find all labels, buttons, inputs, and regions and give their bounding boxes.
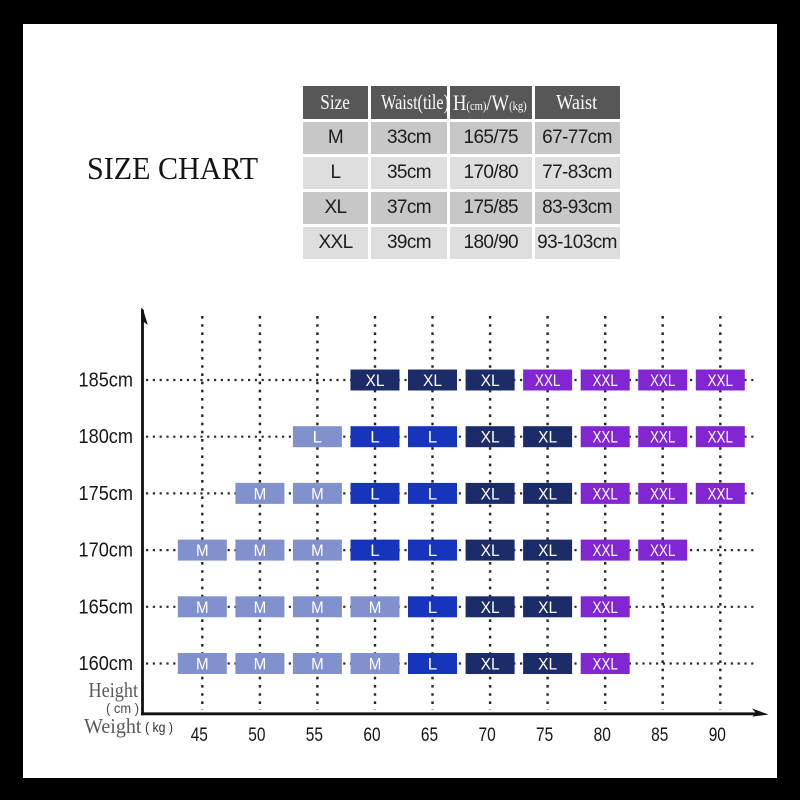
svg-text:( kg ): ( kg )	[145, 720, 173, 735]
svg-text:L: L	[370, 484, 379, 503]
svg-text:XL: XL	[423, 371, 442, 390]
svg-text:170cm: 170cm	[79, 539, 134, 562]
svg-text:L: L	[428, 484, 437, 503]
svg-text:M: M	[196, 598, 209, 617]
svg-text:L: L	[370, 428, 379, 447]
svg-text:L: L	[370, 541, 379, 560]
svg-text:XL: XL	[538, 428, 557, 447]
svg-text:M: M	[254, 655, 267, 674]
svg-text:M: M	[254, 484, 267, 503]
svg-text:175cm: 175cm	[79, 482, 134, 505]
svg-text:60: 60	[363, 725, 380, 746]
svg-text:XL: XL	[481, 541, 500, 560]
svg-text:XL: XL	[481, 655, 500, 674]
svg-text:XXL: XXL	[592, 484, 618, 503]
svg-text:L: L	[428, 428, 437, 447]
svg-text:Weight: Weight	[84, 714, 142, 738]
svg-text:XXL: XXL	[650, 541, 676, 560]
svg-text:XXL: XXL	[592, 428, 618, 447]
svg-text:L: L	[428, 541, 437, 560]
svg-text:L: L	[313, 428, 322, 447]
svg-text:180cm: 180cm	[79, 425, 134, 448]
svg-text:M: M	[369, 598, 382, 617]
svg-text:Height: Height	[89, 678, 139, 702]
svg-text:90: 90	[709, 725, 726, 746]
svg-text:75: 75	[536, 725, 553, 746]
svg-text:XXL: XXL	[592, 371, 618, 390]
svg-text:M: M	[196, 541, 209, 560]
svg-text:XXL: XXL	[592, 541, 618, 560]
svg-text:XL: XL	[366, 371, 385, 390]
svg-text:M: M	[311, 541, 324, 560]
svg-text:( cm ): ( cm )	[106, 701, 139, 716]
svg-text:160cm: 160cm	[79, 652, 134, 675]
svg-text:XL: XL	[481, 428, 500, 447]
svg-text:M: M	[311, 484, 324, 503]
svg-text:XL: XL	[538, 598, 557, 617]
svg-text:55: 55	[306, 725, 323, 746]
svg-text:XXL: XXL	[592, 655, 618, 674]
svg-text:XXL: XXL	[592, 598, 618, 617]
svg-text:XL: XL	[481, 371, 500, 390]
svg-text:185cm: 185cm	[79, 369, 134, 392]
svg-text:M: M	[196, 655, 209, 674]
svg-text:XXL: XXL	[708, 371, 734, 390]
svg-text:XXL: XXL	[650, 371, 676, 390]
svg-text:50: 50	[248, 725, 265, 746]
svg-text:XL: XL	[481, 598, 500, 617]
svg-text:XXL: XXL	[650, 484, 676, 503]
svg-text:165cm: 165cm	[79, 595, 134, 618]
svg-text:M: M	[311, 598, 324, 617]
svg-text:M: M	[311, 655, 324, 674]
svg-text:80: 80	[594, 725, 611, 746]
svg-text:L: L	[428, 655, 437, 674]
svg-text:XL: XL	[481, 484, 500, 503]
svg-text:M: M	[254, 598, 267, 617]
svg-text:M: M	[369, 655, 382, 674]
svg-text:XL: XL	[538, 655, 557, 674]
svg-text:45: 45	[191, 725, 208, 746]
svg-text:XXL: XXL	[708, 428, 734, 447]
svg-text:XL: XL	[538, 484, 557, 503]
svg-text:65: 65	[421, 725, 438, 746]
svg-text:L: L	[428, 598, 437, 617]
svg-text:M: M	[254, 541, 267, 560]
svg-text:70: 70	[479, 725, 496, 746]
svg-text:XL: XL	[538, 541, 557, 560]
svg-text:85: 85	[651, 725, 668, 746]
svg-text:XXL: XXL	[708, 484, 734, 503]
svg-text:XXL: XXL	[535, 371, 561, 390]
svg-text:XXL: XXL	[650, 428, 676, 447]
